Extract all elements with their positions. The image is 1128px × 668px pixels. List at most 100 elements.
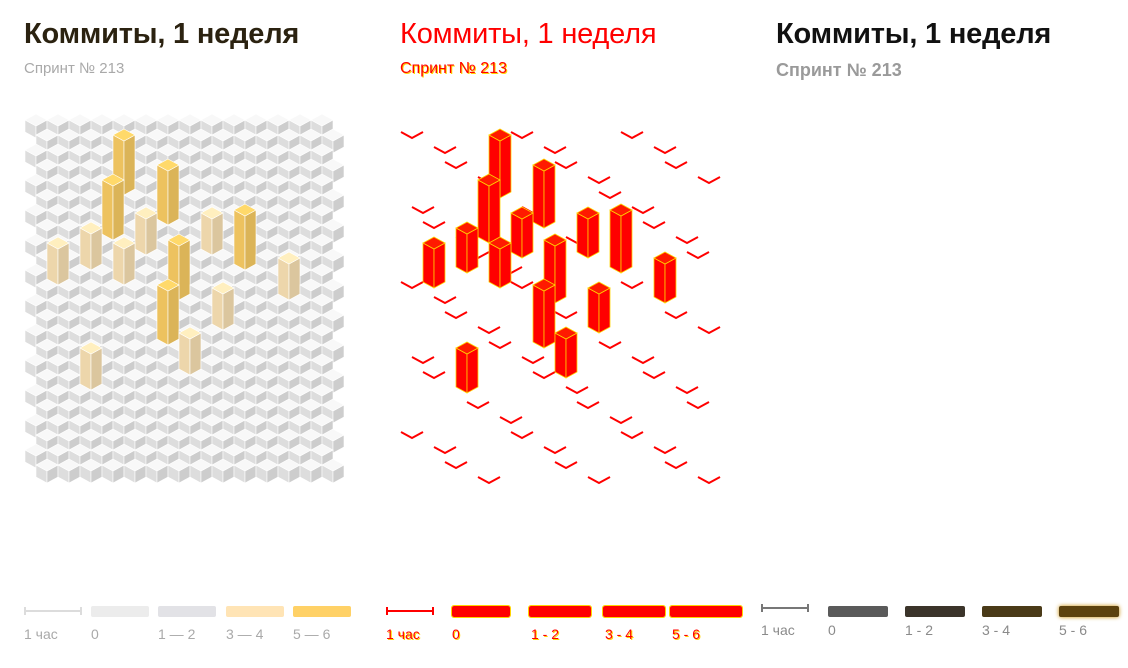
heatmap-cell [576,401,600,410]
heatmap-cell [145,458,169,484]
heatmap-cell [411,356,435,365]
heatmap-cell [156,278,180,349]
heatmap-cell [653,251,677,304]
heatmap-cell [433,446,457,455]
heatmap-cell [642,221,666,230]
legend-swatch [451,605,511,618]
legend-label: 3 — 4 [226,626,264,642]
heatmap-cell [631,356,655,365]
legend-swatch [1059,606,1119,617]
legend-label: 0 [452,626,460,642]
heatmap-cell [620,281,644,290]
legend-swatch [91,606,149,617]
legend-label: 1 - 2 [905,622,934,638]
heatmap-cell [400,431,424,440]
heatmap-cell [697,326,721,335]
heatmap-cell [455,341,479,394]
heatmap-cell [510,431,534,440]
heatmap-cell [510,206,534,259]
scale-bar-icon [24,607,82,615]
panel-edges: Коммиты, 1 неделя Спринт № 213 1 час 0 1… [386,0,745,668]
heatmap-cell [543,446,567,455]
heatmap-cell [178,326,202,379]
heatmap-cell [455,221,479,274]
heatmap-cell [123,458,147,484]
heatmap-cell [112,236,136,289]
heatmap-cell [620,431,644,440]
legend-label: 0 [828,622,836,638]
heatmap-cell [422,221,446,230]
heatmap-cell [134,263,158,289]
heatmap-cell [211,458,235,484]
heatmap-cell [609,203,633,274]
heatmap-cell [642,371,666,380]
heatmap-cell [189,458,213,484]
heatmap-cell [598,341,622,350]
legend-label: 5 - 6 [1059,622,1088,638]
heatmap-cell [233,458,257,484]
heatmap-cell [422,371,446,380]
legend-label: 1 — 2 [158,626,196,642]
page-title: Коммиты, 1 неделя [776,18,1052,50]
legend-swatch [905,606,965,617]
heatmap-cell [675,236,699,245]
heatmap-cell [587,476,611,485]
heatmap-cell [477,173,501,244]
heatmap-cell [477,476,501,485]
page-title: Коммиты, 1 неделя [400,18,657,50]
panel-plain: Коммиты, 1 неделя Спринт № 213 1 час 0 1… [24,0,364,668]
commit-heatmap [24,113,345,484]
heatmap-cell [321,398,345,424]
legend-label: 5 - 6 [672,626,701,642]
heatmap-cell [200,206,224,259]
heatmap-cell [444,461,468,470]
heatmap-cell [400,281,424,290]
heatmap-cell [299,428,323,454]
heatmap-cell [543,146,567,155]
scale-bar-icon [761,604,809,612]
heatmap-cell [299,458,323,484]
heatmap-cell [411,206,435,215]
heatmap-cell [112,128,136,199]
heatmap-cell [554,326,578,379]
legend-swatch [982,606,1042,617]
heatmap-cell [79,341,103,394]
heatmap-cell [444,161,468,170]
heatmap-cell [255,458,279,484]
page-title: Коммиты, 1 неделя [24,18,300,50]
heatmap-cell [609,416,633,425]
legend-swatch [828,606,888,617]
heatmap-cell [156,158,180,229]
heatmap-cell [422,236,446,289]
heatmap-cell [488,236,512,289]
heatmap-cell [587,176,611,185]
heatmap-cell [631,206,655,215]
legend-swatch [528,605,592,618]
page-subtitle: Спринт № 213 [24,60,125,77]
heatmap-cell [277,458,301,484]
heatmap-cell [433,146,457,155]
page-subtitle: Спринт № 213 [776,60,902,80]
legend: 1 час 0 1 — 2 3 — 4 5 — 6 [24,600,384,650]
heatmap-cell [554,461,578,470]
heatmap-cell [686,401,710,410]
heatmap-cell [664,311,688,320]
heatmap-cell [510,131,534,140]
heatmap-cell [79,221,103,274]
heatmap-cell [532,158,556,229]
legend-label: 3 - 4 [982,622,1011,638]
heatmap-cell [466,401,490,410]
heatmap-cell [46,236,70,289]
legend-label: 3 - 4 [605,626,634,642]
heatmap-cell [101,458,125,484]
heatmap-cell [499,416,523,425]
panel-dark: Коммиты, 1 неделя Спринт № 213 1 час 0 1… [761,0,1121,668]
commit-heatmap-edges [400,128,721,485]
legend-scale-label: 1 час [761,622,795,638]
heatmap-cell [620,131,644,140]
heatmap-cell [477,326,501,335]
legend: 1 час 0 1 - 2 3 - 4 5 - 6 [386,600,760,650]
heatmap-cell [321,458,345,484]
legend-label: 1 - 2 [531,626,560,642]
legend-scale-label: 1 час [24,626,58,642]
